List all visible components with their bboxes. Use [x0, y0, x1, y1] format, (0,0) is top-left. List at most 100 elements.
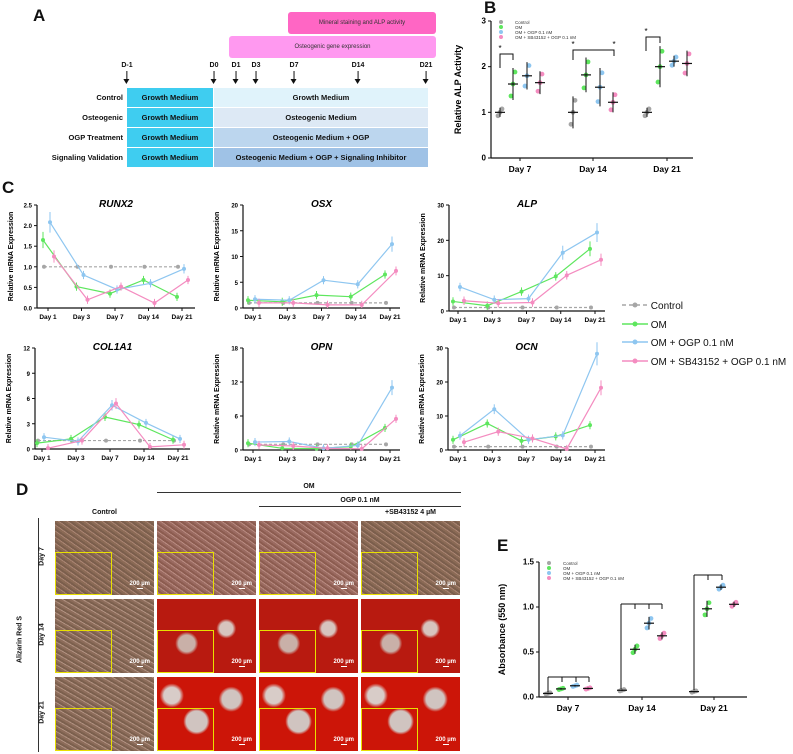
pre-medium-cell: Growth Medium	[127, 148, 213, 167]
zoom-inset	[55, 708, 112, 751]
y-tick-label: 1	[482, 108, 487, 117]
zoom-inset	[259, 708, 316, 751]
data-point	[572, 97, 578, 103]
chart-title: OSX	[311, 199, 333, 210]
y-tick-label: 10	[231, 255, 238, 261]
y-tick-label: 20	[436, 381, 443, 387]
x-tick-label: Day 7	[106, 314, 124, 321]
data-point	[706, 600, 712, 606]
data-point	[355, 282, 360, 287]
x-tick-label: Day 21	[380, 314, 401, 321]
zoom-inset	[361, 552, 418, 595]
series-line-2	[459, 232, 598, 301]
series-line-2	[43, 404, 181, 443]
zoom-inset	[55, 552, 112, 595]
micrograph: 200 µm	[361, 599, 460, 673]
data-point	[564, 446, 569, 451]
day-marker: D0	[210, 62, 218, 84]
y-tick-label: 1.0	[24, 265, 33, 271]
scale-bar: 200 µm	[232, 737, 252, 746]
data-point	[599, 70, 605, 76]
legend-label: OM + SB43152 + OGP 0.1 nM	[515, 35, 576, 40]
header-sb: +SB43152 4 µM	[385, 509, 436, 516]
data-point	[280, 446, 285, 451]
data-point	[526, 63, 532, 68]
data-point	[648, 616, 654, 621]
data-point	[35, 441, 39, 446]
x-tick-label: Day 3	[279, 314, 297, 321]
x-tick-label: Day 3	[484, 456, 502, 463]
legend-marker	[499, 20, 503, 24]
data-point	[287, 439, 292, 444]
x-tick-label: Day 3	[73, 314, 91, 321]
data-point	[41, 238, 45, 243]
scale-bar: 200 µm	[436, 581, 456, 590]
data-point	[355, 443, 360, 448]
data-point	[485, 421, 490, 426]
y-tick-label: 3	[27, 422, 31, 428]
scale-bar: 200 µm	[334, 737, 354, 746]
y-tick-label: 0.5	[24, 286, 33, 292]
data-point	[661, 630, 667, 636]
micrograph: 200 µm	[55, 599, 154, 673]
micrograph: 200 µm	[361, 677, 460, 751]
data-point	[182, 266, 186, 271]
x-tick-label: Day 21	[380, 456, 401, 463]
data-point	[560, 250, 565, 255]
data-point	[492, 297, 497, 302]
data-point	[52, 254, 56, 259]
legend-item-ogp: OM + OGP 0.1 nM	[622, 335, 786, 354]
significance-star: *	[571, 40, 574, 49]
protocol-row-osteogenic: Osteogenic Growth Medium Osteogenic Medium	[0, 108, 428, 128]
data-point	[137, 422, 141, 427]
x-tick-label: Day 1	[449, 317, 467, 324]
data-point	[359, 446, 364, 451]
pre-medium-cell: Growth Medium	[127, 88, 213, 107]
data-point	[492, 407, 497, 412]
data-point	[325, 302, 330, 307]
down-arrow-icon	[123, 71, 130, 84]
row-label: OGP Treatment	[68, 133, 123, 142]
legend-marker	[547, 571, 551, 575]
data-point	[634, 643, 640, 649]
y-axis-label: Relative mRNA Expression	[214, 354, 221, 444]
y-axis-label: Relative ALP Activity	[453, 45, 463, 134]
data-point	[526, 296, 531, 301]
row-label: Control	[96, 93, 123, 102]
panel-a-label: A	[33, 6, 46, 25]
zoom-inset	[55, 630, 112, 673]
x-tick-label: Day 7	[518, 456, 536, 463]
data-point	[383, 272, 387, 277]
data-point	[486, 444, 491, 449]
data-point	[585, 59, 591, 65]
chart-title: OCN	[515, 342, 538, 353]
x-tick-label: Day 1	[449, 456, 467, 463]
data-point	[608, 107, 614, 113]
data-point	[42, 435, 46, 440]
data-point	[141, 277, 146, 282]
zoom-inset	[361, 708, 418, 751]
micrograph: 200 µm	[259, 677, 358, 751]
data-point	[520, 444, 525, 449]
down-arrow-icon	[232, 71, 239, 84]
y-tick-label: 2	[482, 62, 487, 71]
data-point	[148, 281, 153, 286]
panel-d-label: D	[16, 480, 29, 499]
data-point	[539, 71, 545, 77]
micrograph: 200 µm	[259, 521, 358, 595]
x-tick-label: Day 1	[39, 314, 57, 321]
x-tick-label: Day 3	[67, 455, 85, 462]
row-label: Signaling Validation	[51, 153, 123, 162]
data-point	[253, 440, 257, 445]
y-axis-label: Relative mRNA Expression	[8, 212, 15, 302]
micrograph: 200 µm	[157, 599, 256, 673]
legend-item-om: OM	[622, 317, 786, 336]
significance-star: *	[644, 27, 647, 36]
legend-om-icon	[622, 321, 648, 326]
y-tick-label: 0.0	[523, 693, 535, 702]
micrograph: 200 µm	[157, 677, 256, 751]
legend-control-icon	[622, 302, 648, 308]
data-point	[349, 300, 354, 305]
scale-bar: 200 µm	[334, 659, 354, 668]
